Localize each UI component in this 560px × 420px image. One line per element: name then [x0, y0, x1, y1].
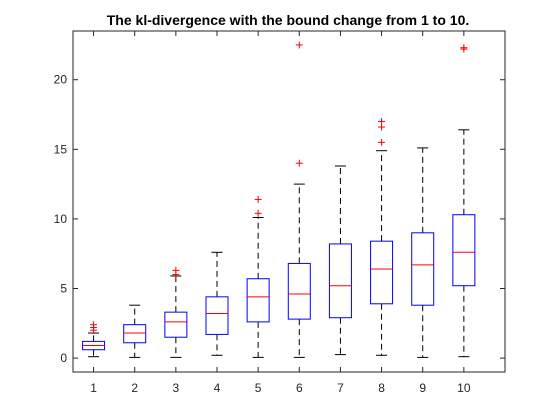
iqr-box	[411, 232, 435, 306]
box-10	[452, 44, 476, 358]
box-8	[370, 117, 394, 356]
y-tick-label: 5	[60, 281, 67, 295]
x-tick-label: 7	[337, 381, 344, 395]
y-tick-label: 0	[60, 351, 67, 365]
iqr-box	[123, 324, 147, 344]
outlier-marker	[172, 266, 180, 274]
iqr-box	[164, 311, 188, 338]
iqr-box	[328, 243, 352, 319]
iqr-box	[205, 296, 229, 335]
box-9	[411, 147, 435, 358]
iqr-box	[452, 214, 476, 287]
outlier-marker	[254, 209, 262, 217]
x-tick-label: 2	[131, 381, 138, 395]
box-6	[287, 41, 311, 358]
box-3	[164, 266, 188, 358]
x-tick-label: 4	[214, 381, 221, 395]
outlier-marker	[295, 159, 303, 167]
outlier-marker	[254, 195, 262, 203]
box-2	[123, 304, 147, 358]
chart-title: The kl-divergence with the bound change …	[107, 12, 470, 28]
iqr-box	[370, 240, 394, 305]
x-tick-label: 6	[296, 381, 303, 395]
x-tick-label: 10	[457, 381, 471, 395]
x-axis: 1 2 3 4 5 6 7 8 9 10	[90, 31, 471, 395]
x-tick-label: 3	[173, 381, 180, 395]
box-series	[82, 41, 476, 358]
x-tick-label: 5	[255, 381, 262, 395]
y-tick-label: 20	[54, 73, 68, 87]
box-7	[328, 165, 352, 356]
box-4	[205, 251, 229, 356]
x-tick-label: 8	[378, 381, 385, 395]
plot-area: 0 5 10 15 20 1 2 3 4 5 6 7 8 9 10	[54, 30, 506, 395]
outlier-marker	[460, 44, 468, 52]
y-tick-label: 10	[54, 212, 68, 226]
x-tick-label: 1	[90, 381, 97, 395]
axes-box	[72, 30, 506, 373]
y-axis: 0 5 10 15 20	[54, 73, 505, 365]
outlier-marker	[378, 117, 386, 125]
box-1	[82, 321, 106, 358]
outlier-marker	[378, 138, 386, 146]
outlier-marker	[90, 321, 98, 329]
iqr-box	[287, 262, 311, 320]
outlier-marker	[295, 41, 303, 49]
box-5	[246, 195, 270, 358]
iqr-box	[246, 278, 270, 323]
y-tick-label: 15	[54, 142, 68, 156]
x-tick-label: 9	[419, 381, 426, 395]
